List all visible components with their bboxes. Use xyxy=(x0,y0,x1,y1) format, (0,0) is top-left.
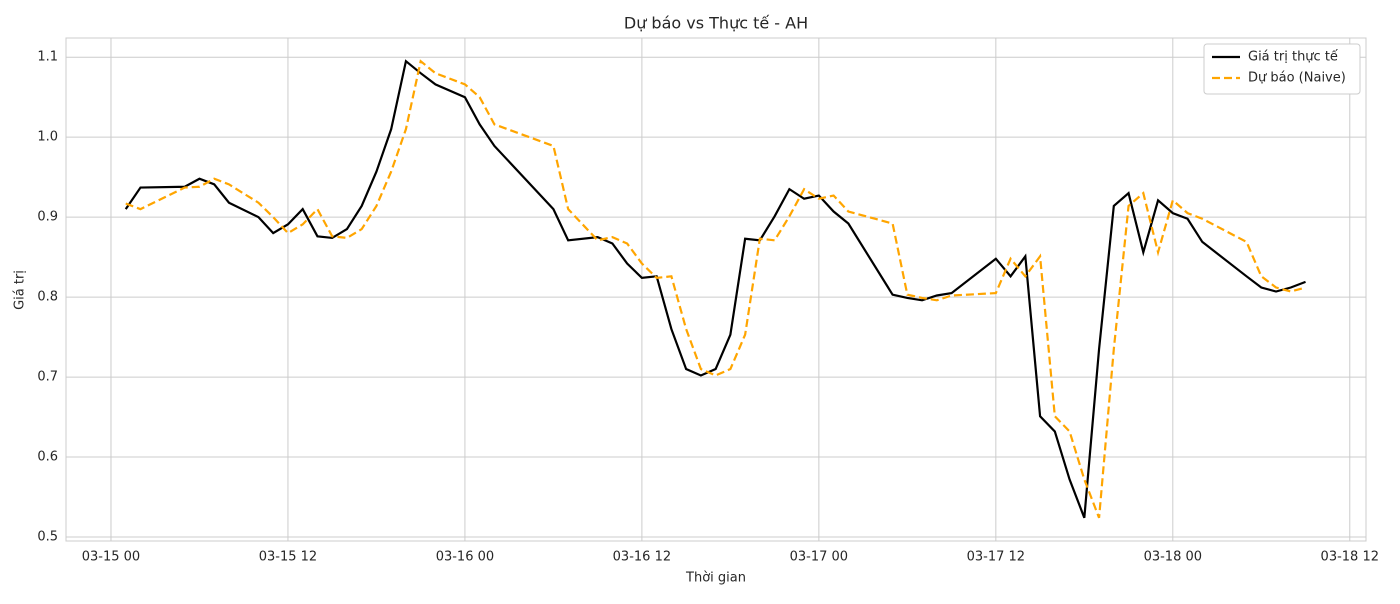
x-tick-label: 03-15 00 xyxy=(82,550,140,565)
x-tick-label: 03-17 00 xyxy=(790,550,848,565)
y-tick-label: 0.7 xyxy=(37,370,58,385)
y-tick-label: 1.0 xyxy=(37,130,58,145)
plot-frame xyxy=(65,37,1367,542)
x-tick-label: 03-16 12 xyxy=(613,550,671,565)
data-line xyxy=(125,59,1306,519)
y-tick-label: 1.1 xyxy=(37,50,58,65)
legend-label: Giá trị thực tế xyxy=(1248,50,1338,65)
chart-title: Dự báo vs Thực tế - AH xyxy=(624,14,808,33)
y-tick-label: 0.9 xyxy=(37,210,58,225)
x-tick-label: 03-18 00 xyxy=(1144,550,1202,565)
x-axis-label: Thời gian xyxy=(685,571,746,586)
y-tick-label: 0.5 xyxy=(37,530,58,545)
x-tick-label: 03-17 12 xyxy=(967,550,1025,565)
x-tick-label: 03-18 12 xyxy=(1321,550,1379,565)
legend-label: Dự báo (Naive) xyxy=(1248,71,1346,86)
y-axis-label: Giá trị xyxy=(13,270,28,310)
legend: Giá trị thực tế Dự báo (Naive) xyxy=(1203,43,1361,95)
x-tick-label: 03-15 12 xyxy=(259,550,317,565)
data-line xyxy=(124,59,1306,519)
y-tick-label: 0.6 xyxy=(37,450,58,465)
y-tick-label: 0.8 xyxy=(37,290,58,305)
legend-box xyxy=(1203,43,1361,95)
x-tick-label: 03-16 00 xyxy=(436,550,494,565)
